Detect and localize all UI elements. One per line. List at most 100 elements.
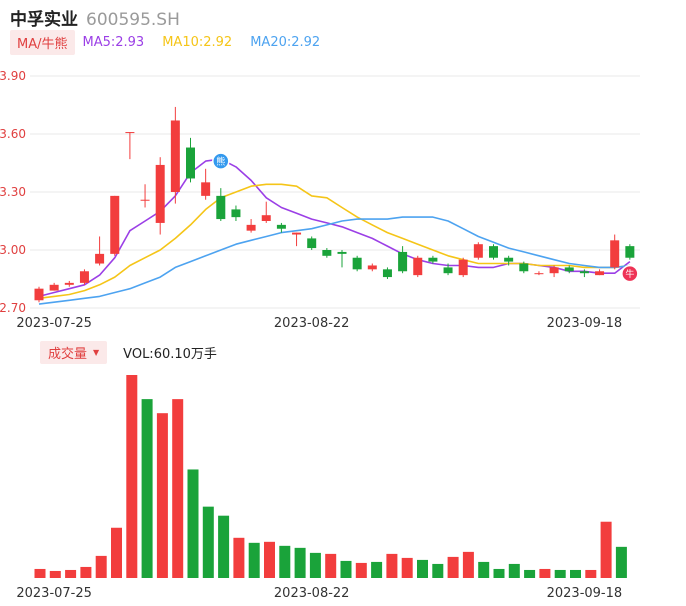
candle-body: [201, 182, 211, 196]
volume-bar[interactable]: [401, 557, 413, 578]
candlestick[interactable]: [564, 265, 574, 274]
candle-body: [367, 265, 377, 270]
candle-body: [382, 269, 392, 278]
candlestick[interactable]: [322, 248, 332, 258]
candlestick[interactable]: [473, 242, 483, 260]
volume-bar[interactable]: [141, 399, 153, 578]
candlestick[interactable]: [125, 132, 135, 160]
candlestick[interactable]: [170, 106, 180, 204]
volume-bar[interactable]: [264, 541, 275, 578]
ma-mode-selector[interactable]: MA/牛熊: [10, 29, 75, 55]
candlestick[interactable]: [610, 234, 620, 270]
candlestick[interactable]: [504, 255, 514, 266]
volume-bar[interactable]: [126, 375, 138, 578]
volume-bar[interactable]: [279, 545, 291, 578]
volume-bar[interactable]: [432, 563, 444, 578]
candlestick[interactable]: [49, 282, 59, 291]
candle-body: [489, 246, 498, 258]
candlestick[interactable]: [413, 255, 423, 278]
volume-bar[interactable]: [95, 555, 107, 578]
volume-bar[interactable]: [554, 569, 566, 578]
volume-bar[interactable]: [600, 521, 612, 578]
candlestick[interactable]: [276, 222, 286, 233]
candlestick[interactable]: [382, 267, 392, 279]
candlestick[interactable]: [579, 269, 589, 278]
volume-bar[interactable]: [111, 527, 122, 578]
volume-bar[interactable]: [202, 506, 214, 578]
candlestick[interactable]: [625, 244, 635, 260]
candle-body: [564, 267, 574, 272]
candlestick[interactable]: [231, 205, 241, 221]
volume-bar[interactable]: [294, 547, 306, 578]
volume-mode-selector[interactable]: 成交量 ▼: [40, 340, 108, 364]
volume-bar[interactable]: [340, 560, 352, 578]
candlestick[interactable]: [428, 255, 438, 264]
volume-bar[interactable]: [80, 566, 92, 578]
ma10-line: [38, 183, 630, 300]
candlestick[interactable]: [595, 269, 605, 276]
volume-bar[interactable]: [524, 569, 536, 578]
candlestick[interactable]: [79, 269, 89, 285]
volume-bar[interactable]: [355, 562, 367, 578]
candlestick[interactable]: [216, 188, 226, 221]
volume-bar[interactable]: [309, 552, 321, 578]
candle-body: [110, 195, 120, 254]
volume-bar[interactable]: [233, 537, 245, 578]
candlestick[interactable]: [307, 236, 317, 250]
volume-bar[interactable]: [34, 568, 46, 578]
volume-bar[interactable]: [386, 553, 398, 578]
candle-body: [140, 199, 150, 201]
candle-body: [549, 267, 559, 274]
candlestick[interactable]: [489, 244, 498, 260]
candlestick[interactable]: [458, 257, 468, 278]
volume-bar[interactable]: [218, 515, 230, 578]
volume-bar[interactable]: [417, 559, 428, 578]
candlestick[interactable]: [246, 219, 256, 233]
candlestick[interactable]: [155, 157, 165, 235]
candlestick[interactable]: [367, 263, 377, 272]
candlestick[interactable]: [110, 195, 120, 256]
ma-legend: MA/牛熊 MA5:2.93 MA10:2.92 MA20:2.92: [10, 29, 338, 55]
candlestick[interactable]: [352, 255, 362, 272]
candle-body: [216, 195, 226, 220]
candlestick[interactable]: [64, 280, 74, 287]
volume-bar[interactable]: [248, 542, 260, 578]
candlestick[interactable]: [549, 265, 559, 278]
candlestick[interactable]: [34, 286, 44, 303]
volume-bar[interactable]: [615, 546, 627, 578]
volume-bar[interactable]: [447, 556, 459, 578]
volume-bar[interactable]: [478, 561, 490, 578]
volume-bar[interactable]: [156, 413, 168, 578]
volume-bar[interactable]: [49, 570, 61, 578]
volume-bar[interactable]: [65, 569, 77, 578]
candle-body: [170, 120, 180, 192]
candlestick[interactable]: [186, 137, 195, 183]
volume-bar[interactable]: [508, 563, 520, 578]
candle-body: [428, 257, 438, 262]
volume-bar[interactable]: [371, 561, 383, 578]
volume-bar[interactable]: [325, 553, 337, 578]
volume-bar[interactable]: [493, 568, 505, 578]
candlestick[interactable]: [443, 263, 453, 276]
candlestick[interactable]: [95, 236, 105, 266]
candlestick[interactable]: [292, 232, 302, 247]
price-tick-label: 2.70: [0, 301, 26, 315]
candlestick[interactable]: [337, 250, 347, 268]
volume-bar[interactable]: [462, 551, 474, 578]
volume-bar[interactable]: [187, 469, 199, 578]
volume-bar[interactable]: [172, 399, 184, 578]
candle-body: [504, 257, 514, 262]
candlestick[interactable]: [201, 168, 211, 200]
candlestick[interactable]: [398, 246, 408, 274]
candlestick[interactable]: [534, 271, 544, 276]
volume-bar[interactable]: [539, 568, 551, 578]
candle-body: [34, 288, 44, 301]
candlestick[interactable]: [261, 201, 271, 223]
candlestick[interactable]: [140, 184, 150, 208]
candle-body: [519, 263, 529, 272]
volume-bar[interactable]: [570, 569, 581, 578]
volume-legend: 成交量 ▼ VOL:60.10万手: [40, 340, 217, 364]
candle-body: [610, 240, 620, 268]
candlestick[interactable]: [519, 261, 529, 274]
volume-bar[interactable]: [585, 569, 597, 578]
